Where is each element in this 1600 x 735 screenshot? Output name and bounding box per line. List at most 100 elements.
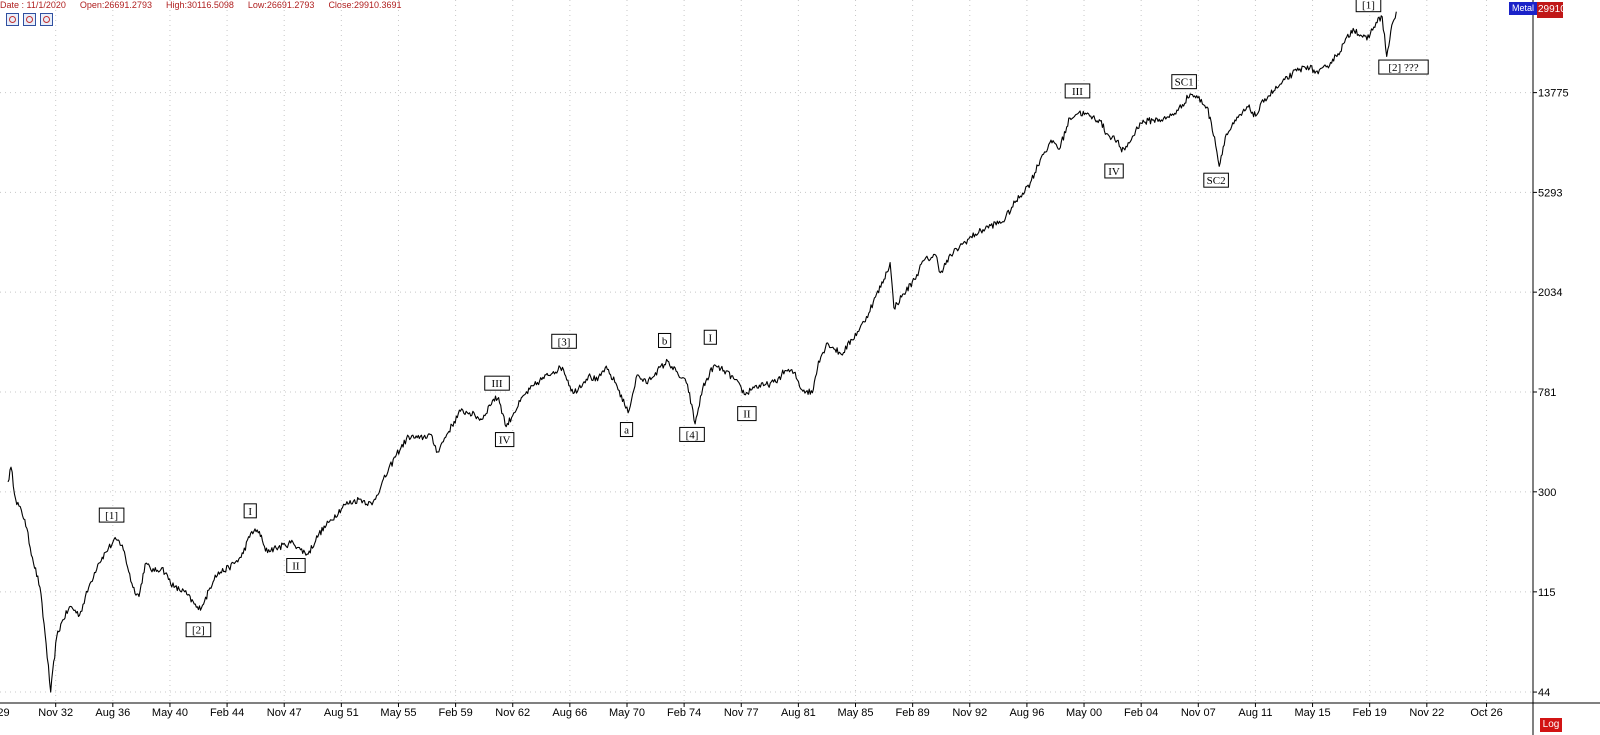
wave-annotation-box [658,332,672,348]
x-tick-label: Feb 89 [896,707,930,719]
wave-annotation[interactable]: I [243,503,257,519]
wave-annotation-label: b [662,335,668,347]
symbol-badge[interactable]: Metal [1509,2,1537,15]
zoom-in-icon[interactable] [23,13,36,26]
wave-annotation-box [619,422,634,438]
x-tick-label: Feb 04 [1124,707,1158,719]
wave-annotation-label: III [1072,86,1083,98]
x-tick-label: Nov 22 [1409,707,1444,719]
zoom-out-icon[interactable] [40,13,53,26]
wave-annotation-label: I [708,332,712,344]
wave-annotation[interactable]: II [737,406,757,422]
x-tick-label: May 70 [609,707,645,719]
x-tick-label: May 40 [152,707,188,719]
zoom-chart-icon[interactable] [6,13,19,26]
y-tick-label: 2034 [1538,287,1562,299]
wave-annotation[interactable]: IV [494,432,515,448]
y-tick-label: 115 [1538,587,1556,599]
x-tick-label: Nov 32 [38,707,73,719]
wave-annotation-box [1355,0,1382,13]
wave-annotation[interactable]: a [619,422,634,438]
wave-annotation-label: II [743,409,751,421]
wave-annotation[interactable]: SC2 [1203,172,1229,188]
header-close: Close:29910.3691 [328,0,402,10]
annotation-layer: [1][2]IIIIIIIV[3]ab[4]IIIIIIIVSC1SC2[1][… [98,0,1429,638]
wave-annotation-box [243,503,257,519]
wave-annotation-box [703,329,717,345]
wave-annotation-label: [1] [105,510,118,522]
last-price-badge: 29910 [1537,2,1563,18]
wave-annotation-label: IV [1108,166,1120,178]
wave-annotation-box [1064,83,1091,99]
x-tick-label: Nov 92 [952,707,987,719]
x-tick-label: Feb 59 [438,707,472,719]
price-series-line [7,11,1397,693]
wave-annotation-box [484,375,510,391]
wave-annotation-label: SC1 [1175,77,1194,89]
wave-annotation[interactable]: [2] ??? [1378,59,1429,75]
wave-annotation-label: [2] [192,625,205,637]
x-tick-label: Feb 19 [1353,707,1387,719]
x-tick-label: May 00 [1066,707,1102,719]
wave-annotation-label: SC2 [1207,175,1226,187]
wave-annotation-label: [3] [558,336,571,348]
wave-annotation[interactable]: b [658,332,672,348]
x-tick-label: Aug 11 [1238,707,1272,719]
wave-annotation[interactable]: III [1064,83,1091,99]
wave-annotation-box [1203,172,1229,188]
wave-annotation-box [1104,163,1124,179]
log-scale-toggle[interactable]: Log [1540,718,1562,732]
y-tick-label: 5293 [1538,187,1562,199]
y-tick-label: 781 [1538,387,1556,399]
x-tick-label: Aug 81 [781,707,816,719]
wave-annotation[interactable]: I [703,329,717,345]
wave-annotation[interactable]: [3] [551,333,577,349]
wave-annotation-box [98,507,125,523]
x-tick-label: Oct 26 [1470,707,1502,719]
y-tick-label: 44 [1538,687,1550,699]
wave-annotation-box [1378,59,1429,75]
x-tick-label: b 29 [0,707,10,719]
wave-annotation-box [679,426,705,442]
y-tick-label: 13775 [1538,88,1569,100]
header-open: Open:26691.2793 [79,0,152,10]
x-tick-label: May 55 [380,707,416,719]
wave-annotation[interactable]: SC1 [1171,74,1197,90]
wave-annotation-label: [4] [686,429,699,441]
x-tick-label: May 85 [837,707,873,719]
wave-annotation-box [286,558,306,574]
wave-annotation-box [737,406,757,422]
wave-annotation[interactable]: [1] [1355,0,1382,13]
x-tick-label: Nov 77 [724,707,759,719]
wave-annotation-label: II [292,561,300,573]
x-tick-label: Aug 96 [1009,707,1044,719]
x-tick-label: Feb 44 [210,707,244,719]
header-high: High:30116.5098 [165,0,234,10]
x-tick-label: May 15 [1295,707,1331,719]
y-tick-label: 300 [1538,487,1556,499]
wave-annotation[interactable]: [2] [185,622,212,638]
chart-toolbar [6,13,53,27]
header-date: Date : 11/1/2020 [0,0,66,10]
x-tick-label: Aug 66 [552,707,587,719]
x-tick-label: Nov 07 [1181,707,1216,719]
wave-annotation-label: [1] [1362,0,1375,12]
wave-annotation-box [494,432,515,448]
wave-annotation-box [1171,74,1197,90]
wave-annotation-label: [2] ??? [1388,62,1418,74]
wave-annotation-label: IV [499,435,511,447]
wave-annotation-label: a [624,425,629,437]
x-tick-label: Feb 74 [667,707,701,719]
wave-annotation-label: I [248,506,252,518]
x-tick-label: Aug 51 [324,707,359,719]
wave-annotation-box [551,333,577,349]
wave-annotation[interactable]: IV [1104,163,1124,179]
wave-annotation[interactable]: [4] [679,426,705,442]
wave-annotation[interactable]: II [286,558,306,574]
wave-annotation[interactable]: III [484,375,510,391]
wave-annotation[interactable]: [1] [98,507,125,523]
grid-layer [0,0,1533,702]
